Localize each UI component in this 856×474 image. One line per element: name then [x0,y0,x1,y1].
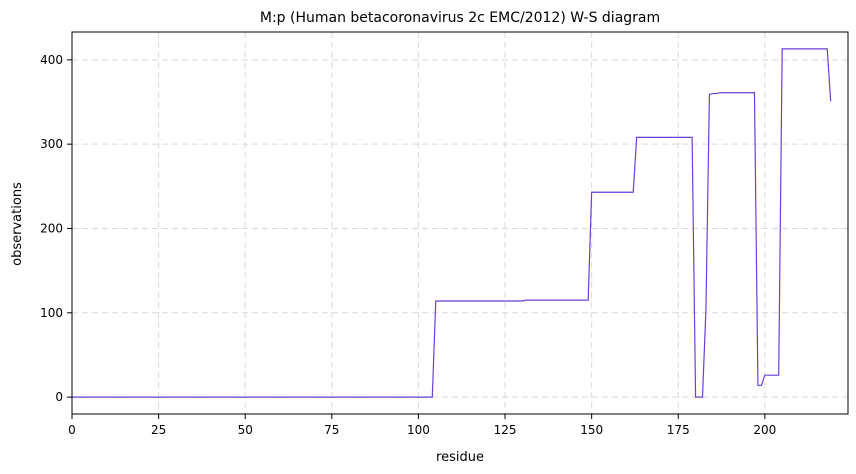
x-axis-label: residue [436,450,484,465]
series-line-0 [72,48,832,398]
x-tick-label: 175 [667,423,690,437]
plot-frame [71,31,849,415]
ticks: 0 25 50 75 100 125 150 175 200 0 100 200 300 400 [40,53,776,437]
x-tick-label: 100 [407,423,430,437]
x-tick-label: 50 [238,423,253,437]
y-tick-label: 100 [40,306,63,320]
series-layer [72,48,832,398]
x-tick-label: 150 [580,423,603,437]
y-tick-label: 400 [40,53,63,67]
x-tick-label: 125 [494,423,517,437]
y-tick-label: 300 [40,137,63,151]
y-tick-label: 200 [40,221,63,235]
x-tick-label: 75 [324,423,339,437]
grid [71,32,848,414]
x-tick-label: 200 [753,423,776,437]
chart-title: M:p (Human betacoronavirus 2c EMC/2012) … [260,10,660,26]
y-axis-label: observations [10,182,25,266]
x-tick-label: 25 [151,423,166,437]
x-tick-label: 0 [68,423,76,437]
y-tick-label: 0 [55,390,63,404]
